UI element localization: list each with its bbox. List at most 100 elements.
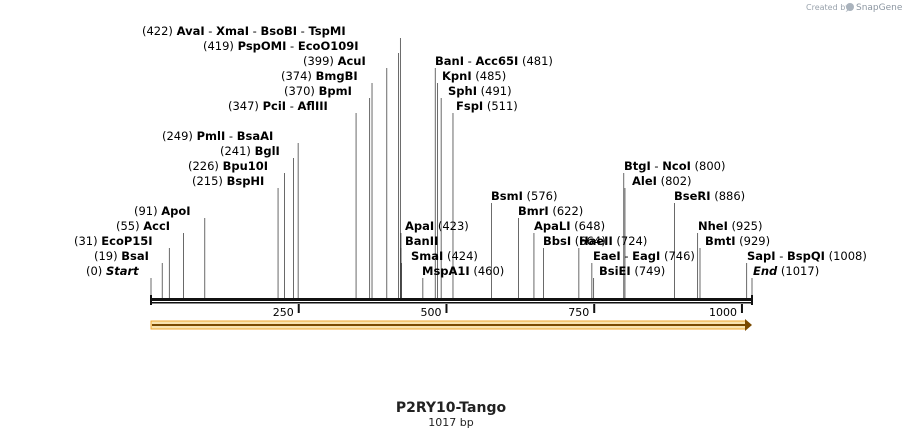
site-label: FspI (511) (456, 99, 518, 113)
site-bpu10i[interactable]: (226) Bpu10I (188, 159, 268, 173)
site-label: (19) BsaI (94, 249, 149, 263)
site-enzyme-name: NcoI (662, 159, 691, 173)
site-label: (249) PmlI - BsaAI (162, 129, 273, 143)
site-nhei[interactable]: NheI (925) (698, 219, 762, 233)
site-label: NheI (925) (698, 219, 762, 233)
site-mspa1i[interactable]: MspA1I (460) (422, 264, 504, 278)
site-enzyme-name: SapI (747, 249, 776, 263)
site-enzyme-name: BsmI (491, 189, 523, 203)
site-label: (226) Bpu10I (188, 159, 268, 173)
tick-label: 750 (568, 306, 589, 319)
site-labels: (0) Start(19) BsaI(31) EcoP15I(55) AccI(… (74, 24, 867, 278)
site-position: (55) (116, 219, 143, 233)
site-label: EaeI - EagI (746) (593, 249, 695, 263)
site-enzyme-name: EcoO109I (298, 39, 359, 53)
site-enzyme-name: PspOMI (238, 39, 287, 53)
site-bseri[interactable]: BseRI (886) (674, 189, 745, 203)
site-label: BmtI (929) (705, 234, 770, 248)
site-enzyme-name: FspI (456, 99, 483, 113)
site-apali[interactable]: ApaLI (648) (534, 219, 605, 233)
site-enzyme-name: BbsI (543, 234, 571, 248)
site-btgi[interactable]: BtgI - NcoI (800) (624, 159, 725, 173)
site-bmgbi[interactable]: (374) BmgBI (281, 69, 358, 83)
site-position: (31) (74, 234, 101, 248)
site-acci[interactable]: (55) AccI (116, 219, 170, 233)
site-avai[interactable]: (422) AvaI - XmaI - BsoBI - TspMI (142, 24, 346, 38)
site-position: (226) (188, 159, 223, 173)
site-sphi[interactable]: SphI (491) (448, 84, 512, 98)
site-enzyme-name: AccI (143, 219, 170, 233)
site-bbsi[interactable]: BbsI (664) (543, 234, 606, 248)
site-enzyme-name: ApoI (161, 204, 190, 218)
site-label: KpnI (485) (442, 69, 506, 83)
site-bani[interactable]: BanI - Acc65I (481) (435, 54, 553, 68)
site-enzyme-name: BsaI (121, 249, 149, 263)
site-apoi[interactable]: (91) ApoI (134, 204, 191, 218)
site-alei[interactable]: AleI (802) (632, 174, 692, 188)
site-position: - (225, 129, 236, 143)
site-label: (399) AcuI (303, 54, 366, 68)
backbone-start-cap (150, 295, 152, 305)
site-label: HaeII (724) (579, 234, 647, 248)
site-enzyme-name: NheI (698, 219, 728, 233)
site-enzyme-name: Bpu10I (223, 159, 268, 173)
credit-prefix: Created by (806, 3, 850, 12)
feature-arrow-head-icon (745, 319, 752, 331)
site-label: (91) ApoI (134, 204, 191, 218)
site-label: (422) AvaI - XmaI - BsoBI - TspMI (142, 24, 346, 38)
site-enzyme-name: ApaLI (534, 219, 571, 233)
site-position: (749) (631, 264, 666, 278)
snapgene-credit: Created by SnapGene (806, 3, 903, 13)
site-enzyme-name: BsoBI (260, 24, 297, 38)
site-position: (0) (86, 264, 106, 278)
site-enzyme-name: Acc65I (475, 54, 518, 68)
site-bsphi[interactable]: (215) BspHI (192, 174, 264, 188)
site-ecop15i[interactable]: (31) EcoP15I (74, 234, 153, 248)
site-enzyme-name: XmaI (216, 24, 249, 38)
site-position: (249) (162, 129, 197, 143)
site-acui[interactable]: (399) AcuI (303, 54, 366, 68)
site-fspi[interactable]: FspI (511) (456, 99, 518, 113)
site-bmti[interactable]: BmtI (929) (705, 234, 770, 248)
site-sapi[interactable]: SapI - BspQI (1008) (747, 249, 867, 263)
site-position: (664) (571, 234, 606, 248)
site-position: (19) (94, 249, 121, 263)
tick-mark (445, 304, 448, 313)
site-enzyme-name: BmgBI (316, 69, 358, 83)
site-enzyme-name: BmrI (518, 204, 549, 218)
site-position: (370) (284, 84, 319, 98)
site-pspomi[interactable]: (419) PspOMI - EcoO109I (203, 39, 359, 53)
site-start[interactable]: (0) Start (86, 264, 139, 278)
site-bsiei[interactable]: BsiEI (749) (599, 264, 665, 278)
site-bsai[interactable]: (19) BsaI (94, 249, 149, 263)
site-position: (802) (657, 174, 692, 188)
site-position: (511) (483, 99, 518, 113)
site-bmri[interactable]: BmrI (622) (518, 204, 583, 218)
site-haeii[interactable]: HaeII (724) (579, 234, 647, 248)
site-bpmi[interactable]: (370) BpmI (284, 84, 352, 98)
site-smai[interactable]: SmaI (424) (411, 249, 478, 263)
site-enzyme-name: SphI (448, 84, 477, 98)
site-pmli[interactable]: (249) PmlI - BsaAI (162, 129, 273, 143)
site-position: (423) (434, 219, 469, 233)
site-label: BanI - Acc65I (481) (435, 54, 553, 68)
site-position: (424) (443, 249, 478, 263)
site-position: - (776, 249, 787, 263)
tick-mark (740, 304, 743, 313)
site-eaei[interactable]: EaeI - EagI (746) (593, 249, 695, 263)
site-apai[interactable]: ApaI (423) (405, 219, 469, 233)
site-end[interactable]: End (1017) (753, 264, 819, 278)
site-position: (491) (477, 84, 512, 98)
site-position: - (205, 24, 216, 38)
site-kpni[interactable]: KpnI (485) (442, 69, 506, 83)
backbone-top-strand (151, 298, 752, 301)
feature-arrow-core (152, 324, 745, 326)
site-bgli[interactable]: (241) BglI (220, 144, 280, 158)
site-label: BmrI (622) (518, 204, 583, 218)
site-enzyme-name: ApaI (405, 219, 434, 233)
site-bsmi[interactable]: BsmI (576) (491, 189, 557, 203)
site-label: ApaI (423) (405, 219, 469, 233)
site-pcii[interactable]: (347) PciI - AflIII (228, 99, 328, 113)
site-banii[interactable]: BanII (405, 234, 438, 248)
site-position: - (286, 99, 297, 113)
